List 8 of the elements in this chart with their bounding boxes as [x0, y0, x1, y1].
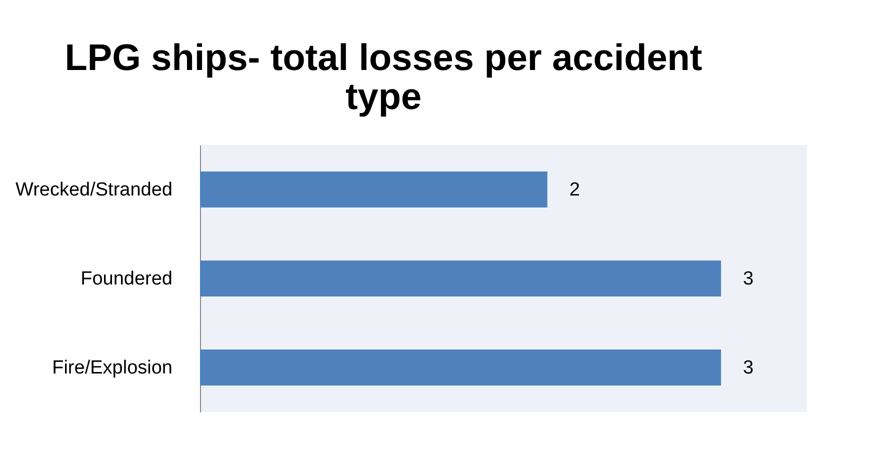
y-tick-label: Foundered [80, 268, 172, 290]
text: type [345, 76, 422, 117]
data-label: 3 [743, 268, 754, 290]
text: LPG ships- total losses per accident [64, 37, 702, 78]
y-tick-label: Wrecked/Stranded [15, 180, 172, 200]
data-label: 2 [569, 180, 580, 200]
y-tick-label: Fire/Explosion [52, 358, 172, 378]
data-label: 3 [743, 358, 754, 378]
